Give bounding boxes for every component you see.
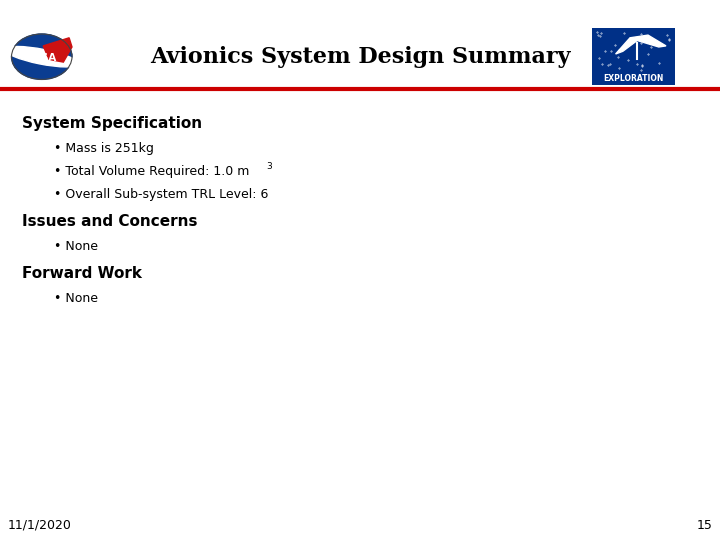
Text: System Specification: System Specification [22,116,202,131]
Text: • Total Volume Required: 1.0 m: • Total Volume Required: 1.0 m [54,165,249,178]
Text: • Overall Sub-system TRL Level: 6: • Overall Sub-system TRL Level: 6 [54,188,269,201]
Ellipse shape [5,46,78,67]
Text: EXPLORATION: EXPLORATION [603,74,664,83]
Text: • None: • None [54,240,98,253]
Text: Issues and Concerns: Issues and Concerns [22,214,197,230]
Circle shape [12,34,72,79]
Text: • Mass is 251kg: • Mass is 251kg [54,142,154,155]
Text: 15: 15 [697,519,713,532]
Text: NASA: NASA [24,53,56,63]
Text: 11/1/2020: 11/1/2020 [7,519,71,532]
Text: Avionics System Design Summary: Avionics System Design Summary [150,46,570,68]
Text: Forward Work: Forward Work [22,266,142,281]
Polygon shape [616,35,666,54]
Text: • None: • None [54,292,98,305]
FancyBboxPatch shape [593,28,675,85]
Text: 3: 3 [266,162,272,171]
Polygon shape [43,38,72,62]
